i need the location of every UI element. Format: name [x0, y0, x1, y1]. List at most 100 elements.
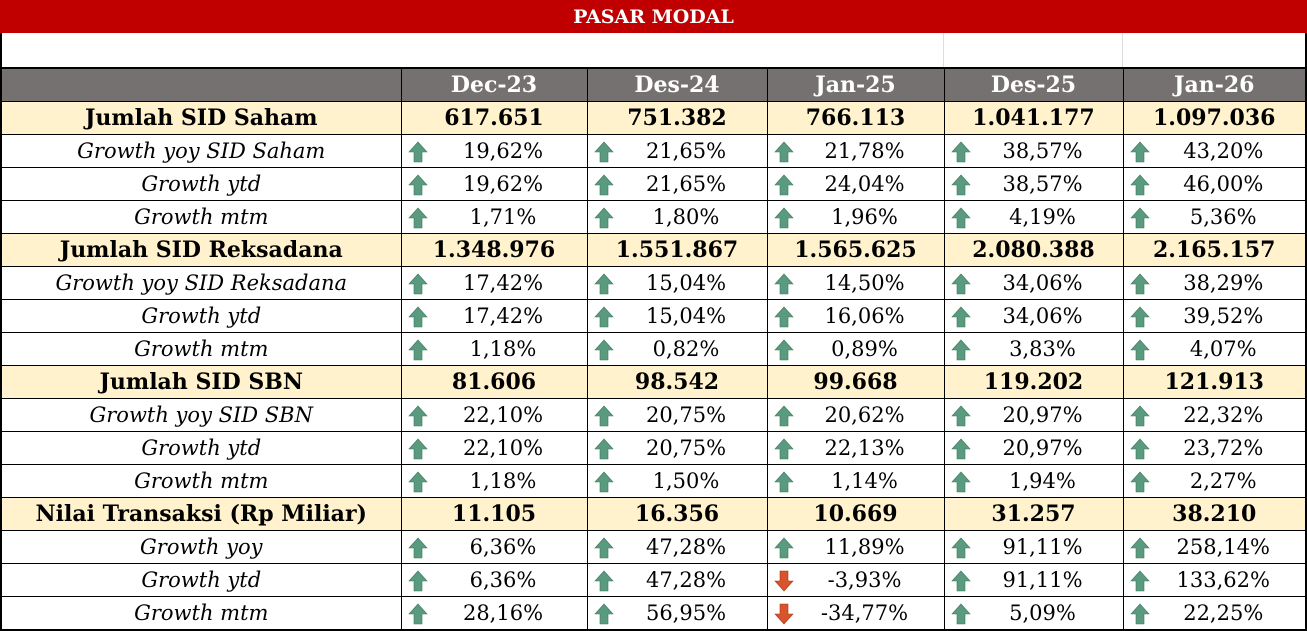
arrow-up-icon: [950, 306, 971, 328]
value-text: 15,04%: [645, 304, 727, 328]
row-label: Growth ytd: [0, 167, 402, 201]
arrow-up-icon: [773, 537, 794, 559]
value-text: 22,32%: [1183, 403, 1264, 427]
value-text: 20,75%: [645, 436, 727, 460]
market-table: Dec-23 Des-24 Jan-25 Des-25 Jan-26 Jumlah SID…: [0, 67, 1307, 631]
value-cell: 15,04%: [586, 266, 768, 300]
value-cell: 38,29%: [1122, 266, 1307, 300]
value-text: 21,78%: [824, 139, 905, 163]
value-cell: 21,65%: [586, 167, 768, 201]
value-cell: 20,75%: [586, 398, 768, 432]
value-cell: 46,00%: [1122, 167, 1307, 201]
value-text: 5,09%: [1009, 601, 1076, 625]
value-cell: 19,62%: [400, 167, 588, 201]
growth-row: Growth mtm 1,18% 1,50% 1,14% 1,94% 2,27%: [0, 464, 1307, 498]
value-cell: 1,50%: [586, 464, 768, 498]
arrow-up-icon: [593, 273, 614, 295]
value-text: 15,04%: [645, 271, 727, 295]
row-label: Jumlah SID Saham: [0, 101, 402, 135]
arrow-down-icon: [773, 603, 794, 625]
value-cell: 47,28%: [586, 563, 768, 597]
arrow-up-icon: [773, 174, 794, 196]
value-text: 5,36%: [1189, 205, 1257, 229]
value-cell: 1.041.177: [943, 101, 1124, 135]
growth-row: Growth mtm 1,71% 1,80% 1,96% 4,19% 5,36%: [0, 200, 1307, 234]
arrow-up-icon: [773, 207, 794, 229]
column-header: Des-25: [943, 67, 1124, 102]
value-text: 22,10%: [462, 436, 544, 460]
row-label: Growth mtm: [0, 332, 402, 366]
row-label: Growth ytd: [0, 431, 402, 465]
arrow-up-icon: [950, 339, 971, 361]
growth-row: Growth mtm 1,18% 0,82% 0,89% 3,83% 4,07%: [0, 332, 1307, 366]
arrow-up-icon: [773, 306, 794, 328]
value-cell: 6,36%: [400, 563, 588, 597]
arrow-up-icon: [1129, 339, 1150, 361]
column-header: Des-24: [586, 67, 768, 102]
value-text: 4,07%: [1189, 337, 1257, 361]
value-text: 19,62%: [462, 139, 544, 163]
arrow-up-icon: [593, 207, 614, 229]
arrow-up-icon: [1129, 570, 1150, 592]
value-text: -3,93%: [827, 568, 902, 592]
value-text: 38,29%: [1183, 271, 1264, 295]
value-text: 1,94%: [1009, 469, 1076, 493]
arrow-up-icon: [593, 438, 614, 460]
value-text: 91,11%: [1002, 535, 1083, 559]
arrow-up-icon: [1129, 141, 1150, 163]
arrow-up-icon: [1129, 174, 1150, 196]
blank-row: [0, 33, 1307, 67]
value-cell: 11,89%: [766, 530, 945, 564]
growth-row: Growth ytd 22,10% 20,75% 22,13% 20,97% 23,72%: [0, 431, 1307, 465]
row-label: Growth mtm: [0, 464, 402, 498]
value-cell: 98.542: [586, 365, 768, 399]
value-text: 1,18%: [469, 469, 537, 493]
value-cell: 1.565.625: [766, 233, 945, 267]
arrow-up-icon: [1129, 438, 1150, 460]
row-label: Growth yoy SID Saham: [0, 134, 402, 168]
value-cell: 617.651: [400, 101, 588, 135]
cell-divider: [1122, 33, 1123, 67]
value-text: 24,04%: [824, 172, 905, 196]
value-cell: 3,83%: [943, 332, 1124, 366]
value-cell: 21,65%: [586, 134, 768, 168]
value-text: 1,96%: [831, 205, 898, 229]
arrow-up-icon: [593, 405, 614, 427]
value-text: 21,65%: [645, 139, 727, 163]
value-text: 17,42%: [462, 304, 544, 328]
value-cell: 22,25%: [1122, 596, 1307, 631]
value-cell: 766.113: [766, 101, 945, 135]
arrow-up-icon: [1129, 405, 1150, 427]
value-cell: 1.348.976: [400, 233, 588, 267]
column-header: Jan-25: [766, 67, 945, 102]
arrow-up-icon: [407, 273, 428, 295]
value-text: -34,77%: [820, 601, 909, 625]
column-header: Jan-26: [1122, 67, 1307, 102]
value-cell: 15,04%: [586, 299, 768, 333]
growth-row: Growth ytd 6,36% 47,28% -3,93% 91,11% 133,62%: [0, 563, 1307, 597]
value-cell: 20,62%: [766, 398, 945, 432]
value-cell: 22,13%: [766, 431, 945, 465]
arrow-up-icon: [593, 306, 614, 328]
value-text: 47,28%: [645, 568, 727, 592]
value-cell: 20,97%: [943, 398, 1124, 432]
value-text: 23,72%: [1183, 436, 1264, 460]
arrow-up-icon: [407, 570, 428, 592]
header-blank: [0, 67, 402, 102]
value-cell: 1,71%: [400, 200, 588, 234]
value-cell: 121.913: [1122, 365, 1307, 399]
value-text: 56,95%: [645, 601, 727, 625]
arrow-up-icon: [593, 537, 614, 559]
value-cell: 19,62%: [400, 134, 588, 168]
value-text: 1,80%: [652, 205, 720, 229]
value-text: 91,11%: [1002, 568, 1083, 592]
value-text: 16,06%: [824, 304, 905, 328]
arrow-up-icon: [407, 603, 428, 625]
value-cell: 38,57%: [943, 134, 1124, 168]
arrow-up-icon: [407, 306, 428, 328]
growth-row: Growth yoy 6,36% 47,28% 11,89% 91,11% 258,14%: [0, 530, 1307, 564]
value-cell: 38,57%: [943, 167, 1124, 201]
value-cell: 99.668: [766, 365, 945, 399]
value-text: 20,75%: [645, 403, 727, 427]
value-cell: 2.080.388: [943, 233, 1124, 267]
